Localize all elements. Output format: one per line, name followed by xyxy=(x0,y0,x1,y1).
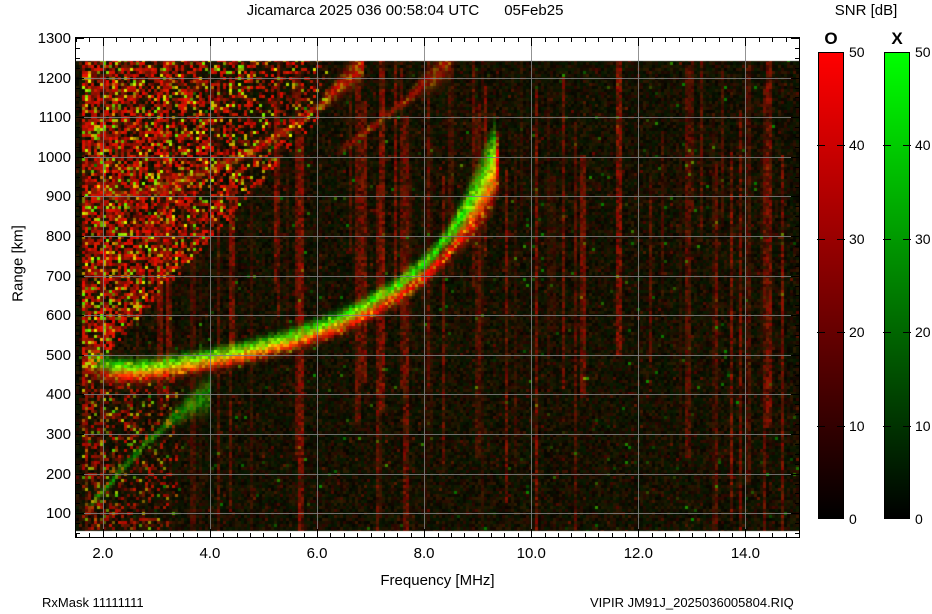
colorbar-tick-label: 30 xyxy=(849,231,865,247)
colorbar-tick-label: 20 xyxy=(849,324,865,340)
x-tick-label: 10.0 xyxy=(516,545,546,562)
colorbar-tick xyxy=(903,145,911,146)
colorbar-tick-label: 40 xyxy=(849,137,865,153)
datafile-label: VIPIR JM91J_2025036005804.RIQ xyxy=(590,595,794,610)
colorbar-tick xyxy=(903,426,911,427)
colorbar-tick xyxy=(883,426,891,427)
x-minor-tick-bottom xyxy=(799,533,800,537)
colorbar-x: X 0 10 20 30 40 50 xyxy=(883,30,931,526)
colorbar-o-gradient xyxy=(818,52,844,519)
colorbar-tick xyxy=(837,426,845,427)
x-axis-tick-labels: 2.0 4.0 6.0 8.0 10.0 12.0 14.0 xyxy=(0,546,932,566)
y-tick-label: 700 xyxy=(45,267,71,285)
page-title: Jicamarca 2025 036 00:58:04 UTC 05Feb25 xyxy=(246,2,564,19)
colorbar-tick-label: 50 xyxy=(915,44,931,60)
y-tick-label: 500 xyxy=(45,346,71,364)
colorbar-tick xyxy=(817,332,825,333)
colorbar-tick-label: 40 xyxy=(915,137,931,153)
colorbar-tick-label: 10 xyxy=(915,418,931,434)
colorbar-o: O 0 10 20 30 40 50 xyxy=(817,30,865,526)
x-tick-label: 2.0 xyxy=(92,545,114,562)
rxmask-label: RxMask 11111111 xyxy=(42,595,144,610)
colorbar-tick xyxy=(837,332,845,333)
y-tick-label: 900 xyxy=(45,188,71,206)
ionogram-data-canvas xyxy=(76,38,799,537)
colorbar-tick xyxy=(837,145,845,146)
y-tick-label: 800 xyxy=(45,228,71,246)
y-tick-label: 300 xyxy=(45,426,71,444)
colorbar-x-gradient xyxy=(884,52,910,519)
y-tick-label: 200 xyxy=(45,465,71,483)
y-axis-tick-labels: 100 200 300 400 500 600 700 800 900 1000 1100 1200 1… xyxy=(0,0,71,614)
y-tick-label: 400 xyxy=(45,386,71,404)
y-tick-label: 1000 xyxy=(37,148,71,166)
y-tick-label: 100 xyxy=(45,505,71,523)
colorbar-tick xyxy=(883,145,891,146)
x-tick-label: 14.0 xyxy=(730,545,761,562)
colorbar-tick-label: 10 xyxy=(849,418,865,434)
colorbar-tick xyxy=(817,145,825,146)
colorbar-title: SNR [dB] xyxy=(834,2,898,19)
colorbar-tick-label: 50 xyxy=(849,44,865,60)
y-tick-label: 1300 xyxy=(37,30,71,47)
colorbar-x-label: X xyxy=(891,29,903,48)
colorbar-o-label: O xyxy=(824,29,838,48)
y-tick-label: 1200 xyxy=(37,69,71,87)
colorbar-tick-label: 30 xyxy=(915,231,931,247)
colorbar-tick xyxy=(883,239,891,240)
colorbar-tick xyxy=(817,239,825,240)
x-tick-label: 8.0 xyxy=(413,545,435,562)
x-tick-label: 12.0 xyxy=(623,545,653,562)
colorbar-tick xyxy=(883,332,891,333)
y-axis-title: Range [km] xyxy=(9,225,27,302)
x-axis-title: Frequency [MHz] xyxy=(380,572,495,589)
ionogram-plot[interactable] xyxy=(75,37,800,538)
y-tick-label: 600 xyxy=(45,307,71,325)
colorbar-tick-label: 0 xyxy=(849,511,857,527)
y-tick-label: 1100 xyxy=(38,109,71,127)
x-minor-tick-top xyxy=(799,38,800,42)
colorbar-tick xyxy=(837,239,845,240)
colorbar-tick xyxy=(817,426,825,427)
colorbar-tick-label: 20 xyxy=(915,324,931,340)
x-tick-label: 4.0 xyxy=(199,545,221,562)
x-tick-label: 6.0 xyxy=(306,545,328,562)
colorbar-tick xyxy=(903,332,911,333)
colorbar-tick xyxy=(903,239,911,240)
colorbar-tick-label: 0 xyxy=(915,511,923,527)
